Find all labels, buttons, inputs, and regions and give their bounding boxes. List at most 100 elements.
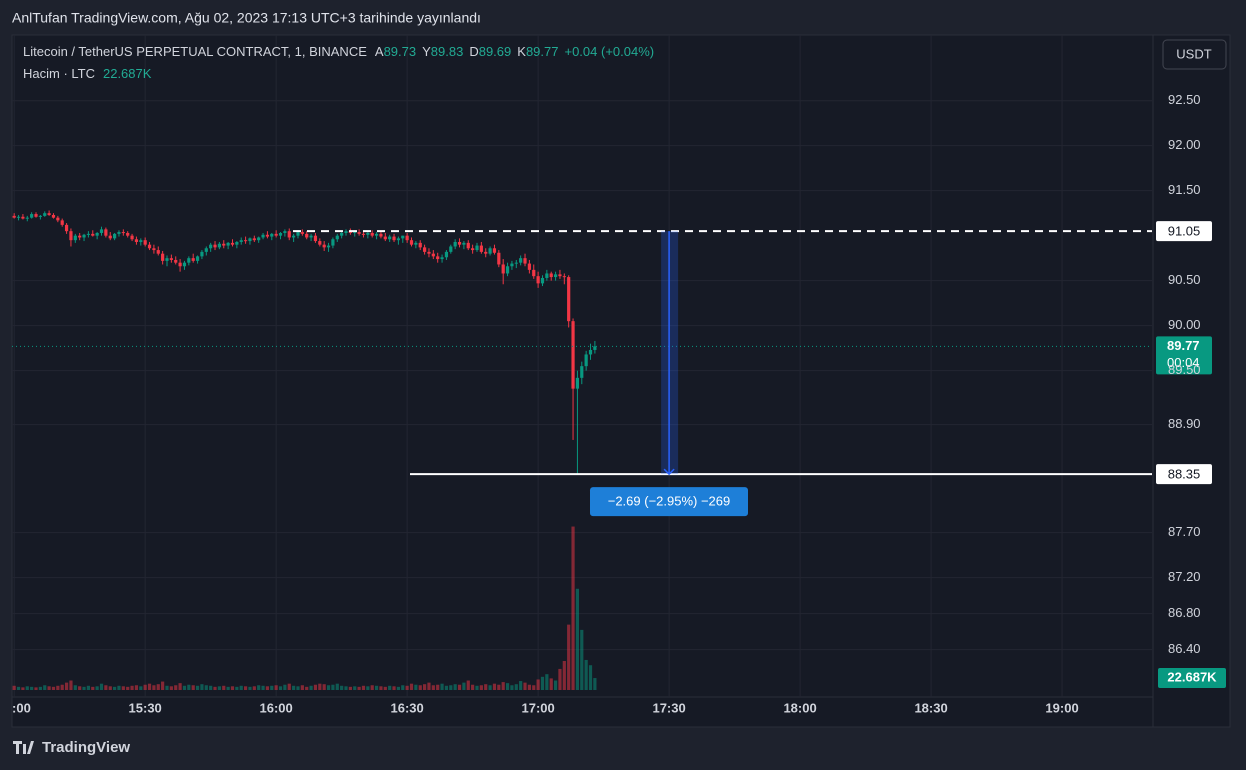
volume-bar (571, 526, 575, 690)
volume-bar (588, 665, 593, 690)
y-tick-label: 91.50 (1168, 182, 1201, 197)
volume-bar (388, 685, 392, 690)
volume-bar (165, 685, 169, 690)
volume-bar (222, 685, 226, 690)
volume-bar (243, 686, 248, 690)
candle-body (274, 233, 278, 236)
volume-bar (274, 685, 278, 690)
candle-body (353, 232, 357, 234)
volume-pane (12, 526, 597, 690)
volume-bar (248, 686, 252, 690)
volume-bar (60, 684, 64, 690)
candle-body (222, 243, 226, 246)
volume-badge (1158, 668, 1226, 688)
candle-body (553, 274, 558, 278)
volume-bar (252, 686, 256, 690)
candle-body (527, 263, 531, 270)
change: +0.04 (+0.04%) (564, 44, 654, 59)
volume-value: 22.687K (103, 66, 152, 81)
candle-body (571, 321, 575, 389)
volume-bar (549, 678, 553, 690)
volume-bar (147, 683, 152, 690)
candle-body (405, 235, 409, 241)
volume-bar (73, 685, 77, 690)
candle-body (126, 232, 130, 236)
candle-body (139, 240, 143, 242)
candle-body (82, 234, 86, 238)
measure-box (590, 487, 748, 517)
candle-body (69, 231, 73, 241)
volume-bar (21, 687, 25, 690)
volume-bar (497, 684, 501, 690)
candle-body (584, 354, 588, 367)
volume-bar (370, 685, 374, 690)
volume-bar (91, 686, 95, 690)
candle-body (593, 346, 597, 350)
candle-body (305, 233, 309, 238)
volume-bar (230, 686, 235, 690)
candle-body (309, 235, 313, 238)
candle-body (453, 241, 457, 247)
candle-body (414, 242, 418, 245)
volume-bar (331, 684, 335, 690)
volume-bar (152, 685, 156, 690)
candle-body (270, 233, 274, 237)
candle-body (366, 232, 370, 235)
volume-bar (121, 686, 125, 690)
line-price-label: 88.35 (1168, 467, 1201, 482)
candle-body (575, 377, 580, 389)
candle-body (121, 232, 125, 234)
candle-body (449, 246, 453, 252)
volume-bar (575, 588, 580, 690)
currency-label[interactable]: USDT (1176, 46, 1211, 61)
candle-body (588, 349, 593, 355)
volume-bar (348, 686, 352, 690)
volume-bar (357, 686, 361, 690)
volume-bar (344, 686, 348, 690)
price-badge-countdown: 00:04 (1167, 355, 1200, 370)
candle-body (536, 276, 540, 284)
candle-body (152, 248, 156, 251)
volume-bar (383, 686, 387, 690)
candle-body (195, 256, 200, 261)
candle-body (313, 235, 318, 242)
volume-bar (449, 685, 453, 690)
chart-panel (11, 34, 1231, 728)
y-tick-label: 86.40 (1168, 641, 1201, 656)
volume-bar (226, 686, 230, 690)
volume-bar (436, 684, 440, 690)
candle-body (16, 216, 21, 218)
candle-body (488, 248, 492, 254)
candle-body (326, 245, 331, 248)
volume-bar (523, 682, 527, 690)
candle-body (383, 236, 387, 240)
candle-body (265, 234, 270, 237)
candle-body (462, 242, 466, 245)
candle-body (174, 259, 178, 263)
volume-bar (34, 687, 38, 690)
volume-bar (532, 685, 536, 690)
volume-bar (462, 682, 466, 690)
volume-bar (309, 685, 313, 690)
volume-bar (488, 685, 492, 690)
candle-body (431, 253, 435, 257)
volume-bar (366, 686, 370, 690)
x-tick-label: 17:30 (652, 700, 685, 715)
candle-body (501, 264, 505, 274)
candle-body (261, 234, 265, 238)
candle-body (209, 244, 213, 249)
candle-body (47, 213, 51, 215)
volume-bar (126, 686, 130, 690)
volume-bar (313, 684, 318, 690)
currency-button[interactable] (1162, 39, 1227, 70)
volume-bar (340, 685, 344, 690)
candle-body (99, 229, 104, 233)
x-tick-label: 15:00 (0, 700, 31, 715)
candle-body (514, 262, 518, 264)
candle-body (117, 232, 121, 234)
volume-bar (440, 683, 444, 690)
volume-bar (130, 685, 134, 690)
volume-bar (540, 676, 545, 690)
volume-bar (38, 686, 42, 690)
volume-bar (318, 683, 322, 690)
